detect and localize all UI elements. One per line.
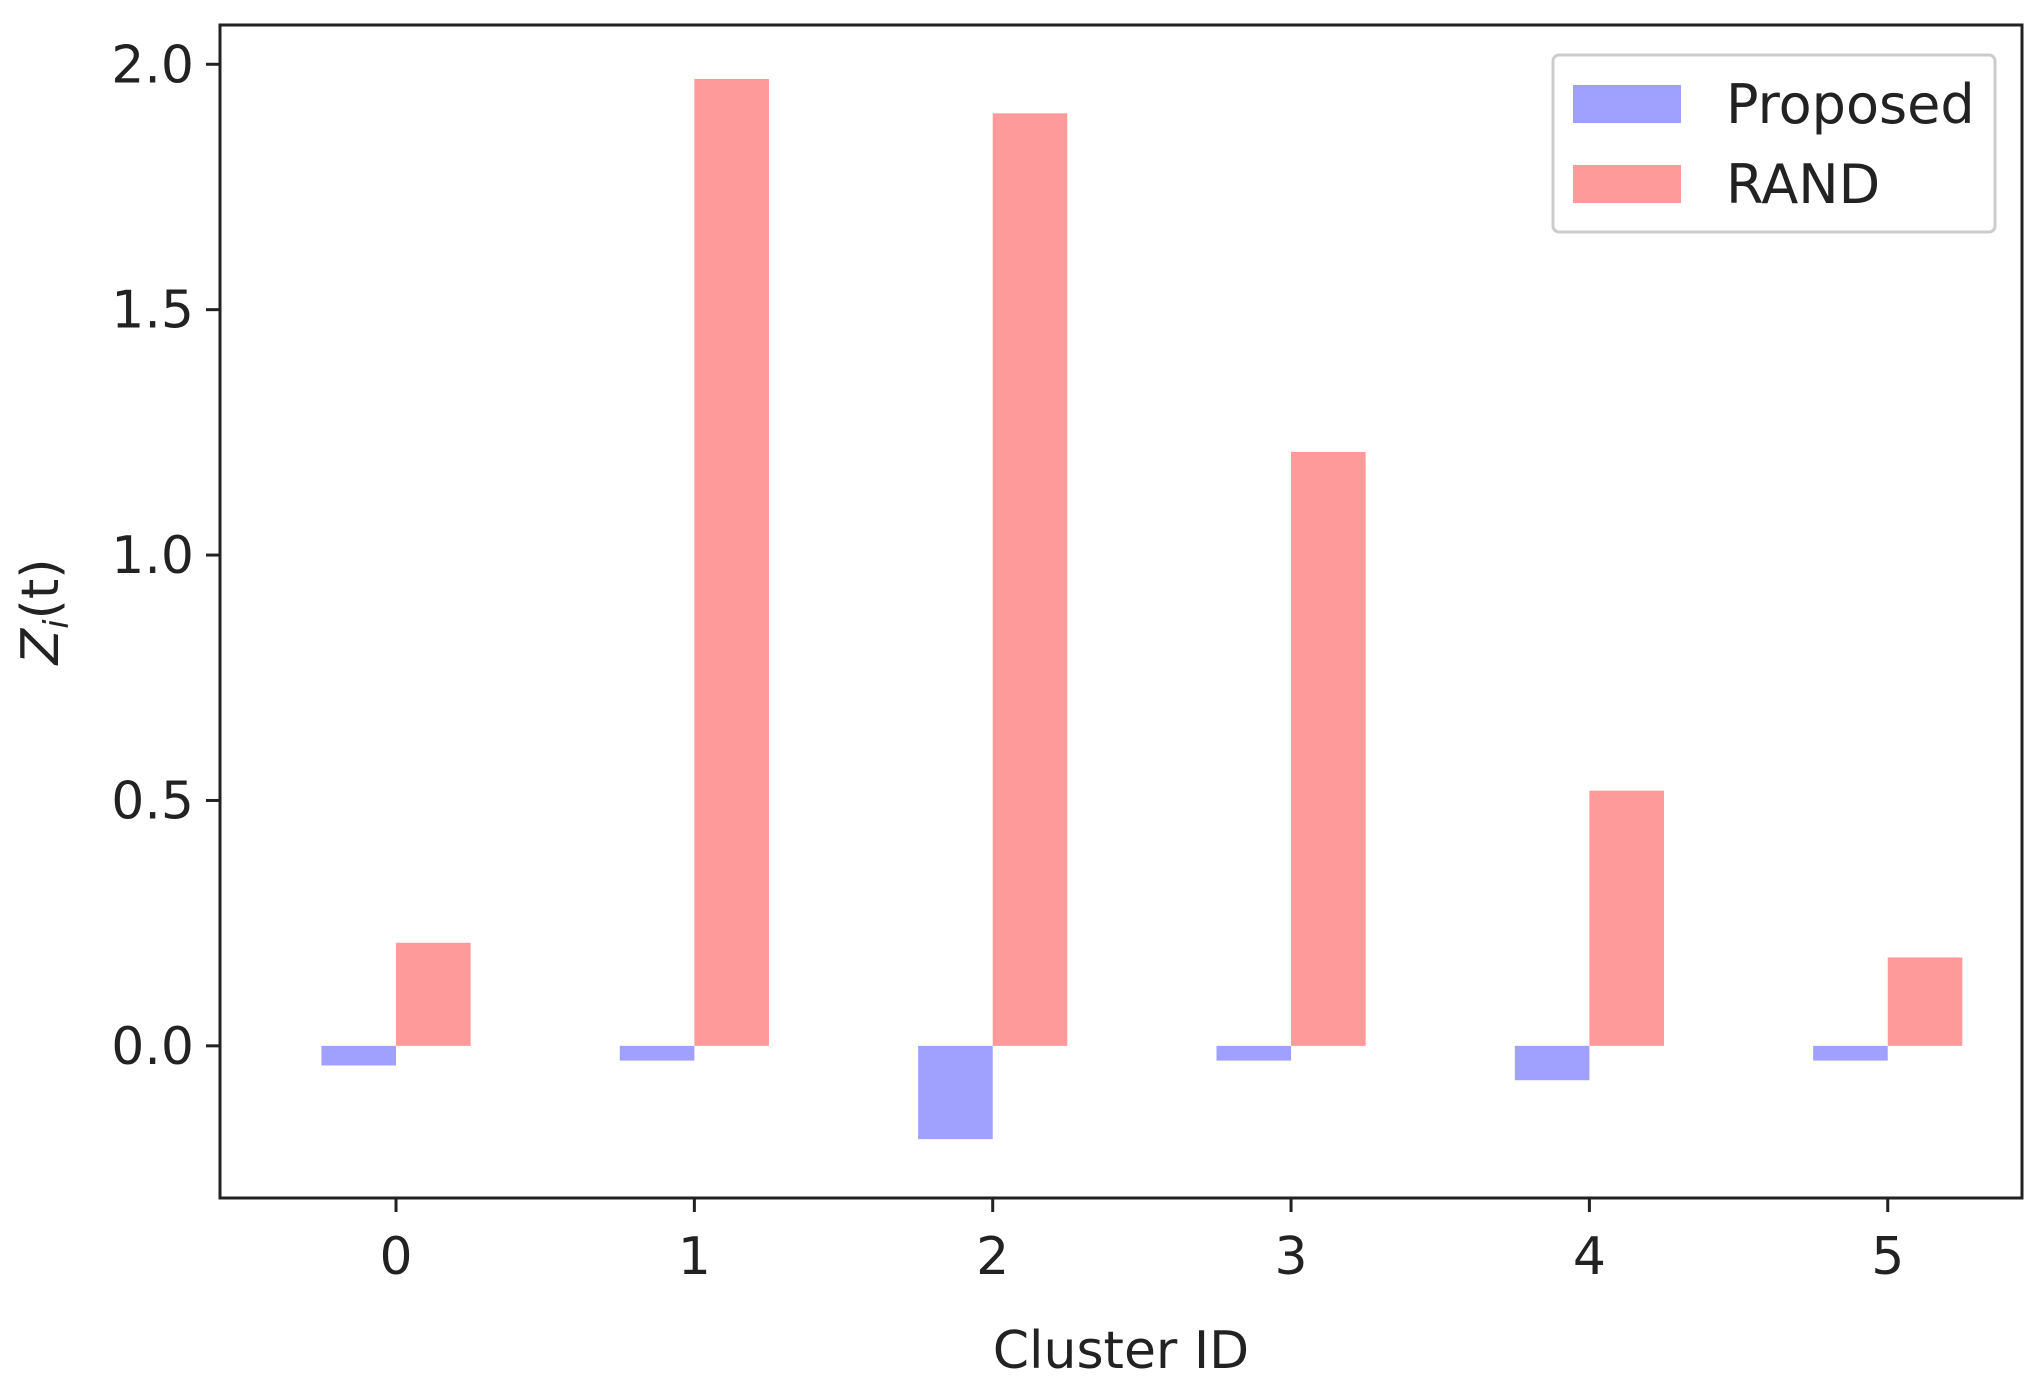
y-axis-label-suffix: (t) <box>11 558 71 619</box>
y-axis-label-base: Z <box>11 628 71 667</box>
x-tick-label-2: 2 <box>976 1227 1009 1287</box>
legend-swatch-rand <box>1573 165 1681 203</box>
y-tick-label-2.0: 2.0 <box>111 35 194 95</box>
bar-proposed-4 <box>1514 1045 1590 1081</box>
x-tick-label-5: 5 <box>1871 1227 1904 1287</box>
bar-proposed-2 <box>918 1045 993 1140</box>
x-tick-label-1: 1 <box>678 1227 711 1287</box>
bar-proposed-5 <box>1813 1045 1888 1061</box>
x-tick-label-3: 3 <box>1275 1227 1308 1287</box>
legend-label-proposed: Proposed <box>1726 73 1975 136</box>
y-tick-label-1.5: 1.5 <box>111 281 194 341</box>
bar-rand-0 <box>396 942 471 1046</box>
bar-rand-2 <box>992 113 1068 1046</box>
bars-layer <box>321 78 1963 1140</box>
y-tick-label-0.5: 0.5 <box>111 771 194 831</box>
plot-frame <box>218 23 2024 1200</box>
x-tick-label-0: 0 <box>379 1227 412 1287</box>
bar-rand-3 <box>1291 451 1366 1046</box>
y-axis-label: Zi(t) <box>11 558 77 666</box>
bar-rand-1 <box>694 78 769 1046</box>
x-tick-label-4: 4 <box>1573 1227 1606 1287</box>
legend-label-rand: RAND <box>1726 153 1880 216</box>
bar-proposed-0 <box>321 1045 397 1066</box>
bar-proposed-3 <box>1216 1045 1292 1061</box>
y-tick-label-1.0: 1.0 <box>111 526 194 586</box>
y-axis: 0.0 0.5 1.0 1.5 2.0 <box>111 35 220 1077</box>
bar-rand-4 <box>1589 790 1664 1046</box>
bar-rand-5 <box>1887 957 1963 1046</box>
legend: Proposed RAND <box>1551 53 1997 234</box>
legend-swatch-proposed <box>1573 85 1681 123</box>
x-axis-label: Cluster ID <box>993 1321 1249 1381</box>
bar-proposed-1 <box>619 1045 695 1061</box>
x-axis: 0 1 2 3 4 5 <box>379 1198 1904 1287</box>
y-axis-label-subscript: i <box>37 619 77 629</box>
y-tick-label-0.0: 0.0 <box>111 1017 194 1077</box>
